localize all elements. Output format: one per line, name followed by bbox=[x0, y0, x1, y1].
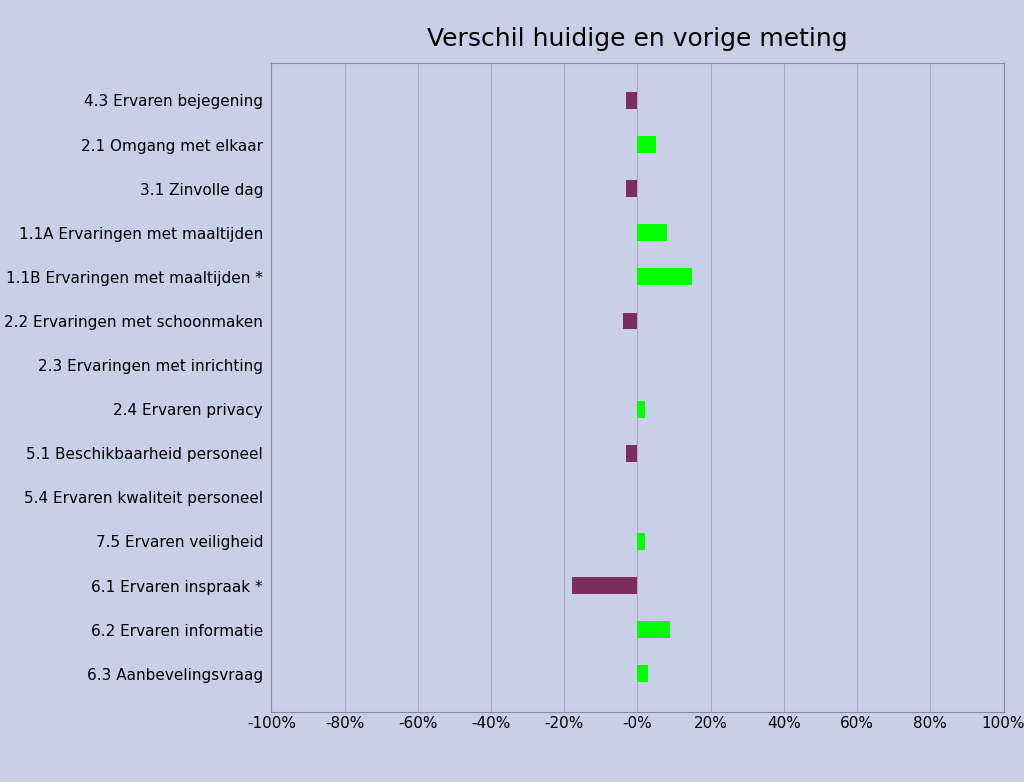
Bar bbox=[637, 665, 648, 682]
Bar bbox=[627, 445, 637, 461]
Bar bbox=[637, 224, 667, 241]
Bar bbox=[571, 577, 637, 594]
Bar bbox=[627, 92, 637, 109]
Bar bbox=[637, 621, 671, 638]
Bar bbox=[637, 533, 645, 550]
Bar bbox=[637, 400, 645, 418]
Bar bbox=[627, 181, 637, 197]
Bar bbox=[637, 268, 692, 285]
Title: Verschil huidige en vorige meting: Verschil huidige en vorige meting bbox=[427, 27, 848, 51]
Bar bbox=[637, 136, 655, 153]
Bar bbox=[623, 313, 637, 329]
